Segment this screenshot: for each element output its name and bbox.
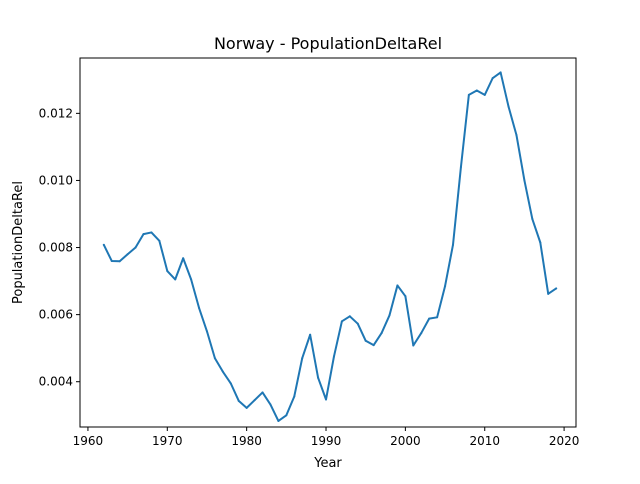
data-point [301,357,304,360]
data-point [531,218,534,221]
data-point [237,399,240,402]
data-point [150,231,153,234]
data-point [134,246,137,249]
data-point [126,253,129,256]
data-point [412,344,415,347]
chart-title: Norway - PopulationDeltaRel [214,34,442,53]
y-tick-label: 0.004 [39,375,73,389]
data-point [190,278,193,281]
x-tick-label: 1960 [73,434,104,448]
data-point [118,260,121,263]
y-tick-label: 0.010 [39,173,73,187]
data-point [253,399,256,402]
data-point [174,278,177,281]
x-tick-label: 1970 [152,434,183,448]
data-point [523,179,526,182]
data-point [436,316,439,319]
data-point [261,391,264,394]
y-tick-label: 0.008 [39,241,73,255]
y-tick-label: 0.006 [39,308,73,322]
y-axis-ticks: 0.004 0.006 0.008 0.010 0.012 [39,106,80,389]
x-tick-label: 1990 [311,434,342,448]
data-point [444,285,447,288]
y-tick-label: 0.012 [39,106,73,120]
data-point [285,414,288,417]
data-point [364,339,367,342]
data-point [420,332,423,335]
data-point [317,376,320,379]
data-point [515,134,518,137]
data-point [483,93,486,96]
data-point [245,406,248,409]
data-point [396,284,399,287]
x-tick-label: 2020 [549,434,580,448]
data-point [102,243,105,246]
data-point [221,370,224,373]
data-point [332,355,335,358]
data-point [110,259,113,262]
data-point [158,239,161,242]
plot-frame [79,57,577,428]
data-point [491,77,494,80]
data-point [499,71,502,74]
x-tick-label: 1980 [231,434,262,448]
data-point [507,105,510,108]
data-point [356,322,359,325]
data-point [404,295,407,298]
x-axis-label: Year [313,456,342,471]
data-point [325,398,328,401]
data-point [348,315,351,318]
data-point [205,330,208,333]
data-point [198,306,201,309]
data-point [229,382,232,385]
data-point [388,314,391,317]
data-point [269,403,272,406]
y-axis-label: PopulationDeltaRel [11,181,26,304]
population-delta-line [102,71,558,422]
data-point [467,93,470,96]
data-point [213,357,216,360]
x-tick-label: 2010 [469,434,500,448]
data-point [166,270,169,273]
data-point [293,395,296,398]
data-point [309,333,312,336]
data-point [340,320,343,323]
data-point [380,332,383,335]
data-point [547,292,550,295]
data-point [142,233,145,236]
data-point [451,243,454,246]
data-point [539,241,542,244]
data-point [372,344,375,347]
x-axis-ticks: 1960 1970 1980 1990 2000 2010 2020 [73,427,580,448]
data-point [182,257,185,260]
data-points [102,71,558,422]
data-point [428,317,431,320]
data-point [459,166,462,169]
data-point [475,89,478,92]
x-tick-label: 2000 [390,434,421,448]
data-point [555,287,558,290]
data-point [277,419,280,422]
